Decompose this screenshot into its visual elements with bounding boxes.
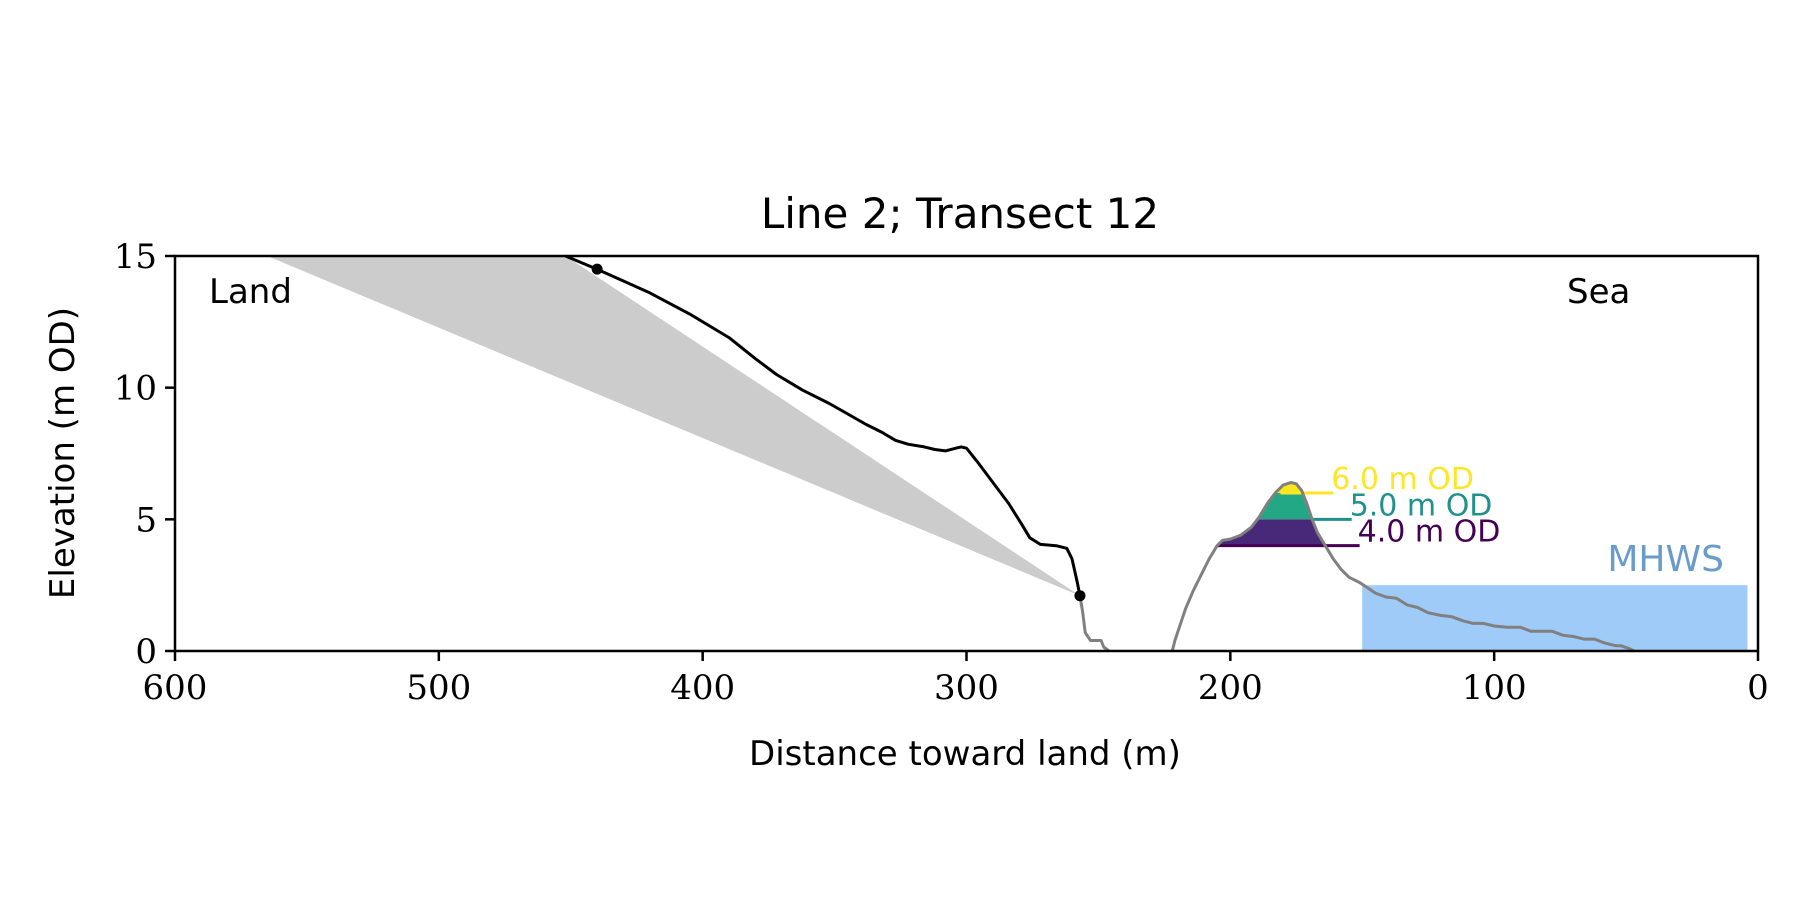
ground-profile-0 [1078, 595, 1110, 653]
annotation-sea: Sea [1567, 272, 1630, 312]
x-tick-label-4: 200 [1198, 668, 1263, 708]
y-tick-label-3: 15 [114, 237, 157, 277]
ground-profile-1 [1170, 481, 1635, 653]
axis-ticks: 600 500 400 300 200 100 0 0 5 10 15 [114, 237, 1769, 708]
x-tick-label-2: 400 [670, 668, 735, 708]
x-tick-label-5: 100 [1462, 668, 1527, 708]
x-axis-label: Distance toward land (m) [749, 734, 1181, 774]
x-tick-label-0: 600 [143, 668, 208, 708]
annotation-land: Land [209, 272, 292, 312]
x-tick-label-1: 500 [406, 668, 471, 708]
od-label-1: 5.0 m OD [1350, 488, 1493, 523]
mhws-label: MHWS [1607, 539, 1724, 580]
cliff-profile [564, 254, 1082, 596]
chart-title: Line 2; Transect 12 [761, 189, 1159, 238]
y-tick-label-1: 5 [135, 500, 157, 540]
x-tick-label-6: 0 [1747, 668, 1769, 708]
y-tick-label-0: 0 [135, 632, 157, 672]
profile-marker-1 [1074, 590, 1086, 602]
profile-marker-0 [591, 263, 603, 275]
x-tick-label-3: 300 [934, 668, 999, 708]
plot-area: MHWS 6.0 m OD5.0 m OD4.0 m OD [267, 254, 1748, 653]
shaded-wedge [267, 256, 1080, 596]
od-label-0: 6.0 m OD [1331, 462, 1474, 497]
mhws-band [1362, 585, 1748, 651]
y-tick-label-2: 10 [114, 369, 157, 409]
y-axis-label: Elevation (m OD) [43, 307, 83, 599]
od-label-2: 4.0 m OD [1358, 515, 1501, 550]
od-fill-0 [1217, 519, 1326, 546]
